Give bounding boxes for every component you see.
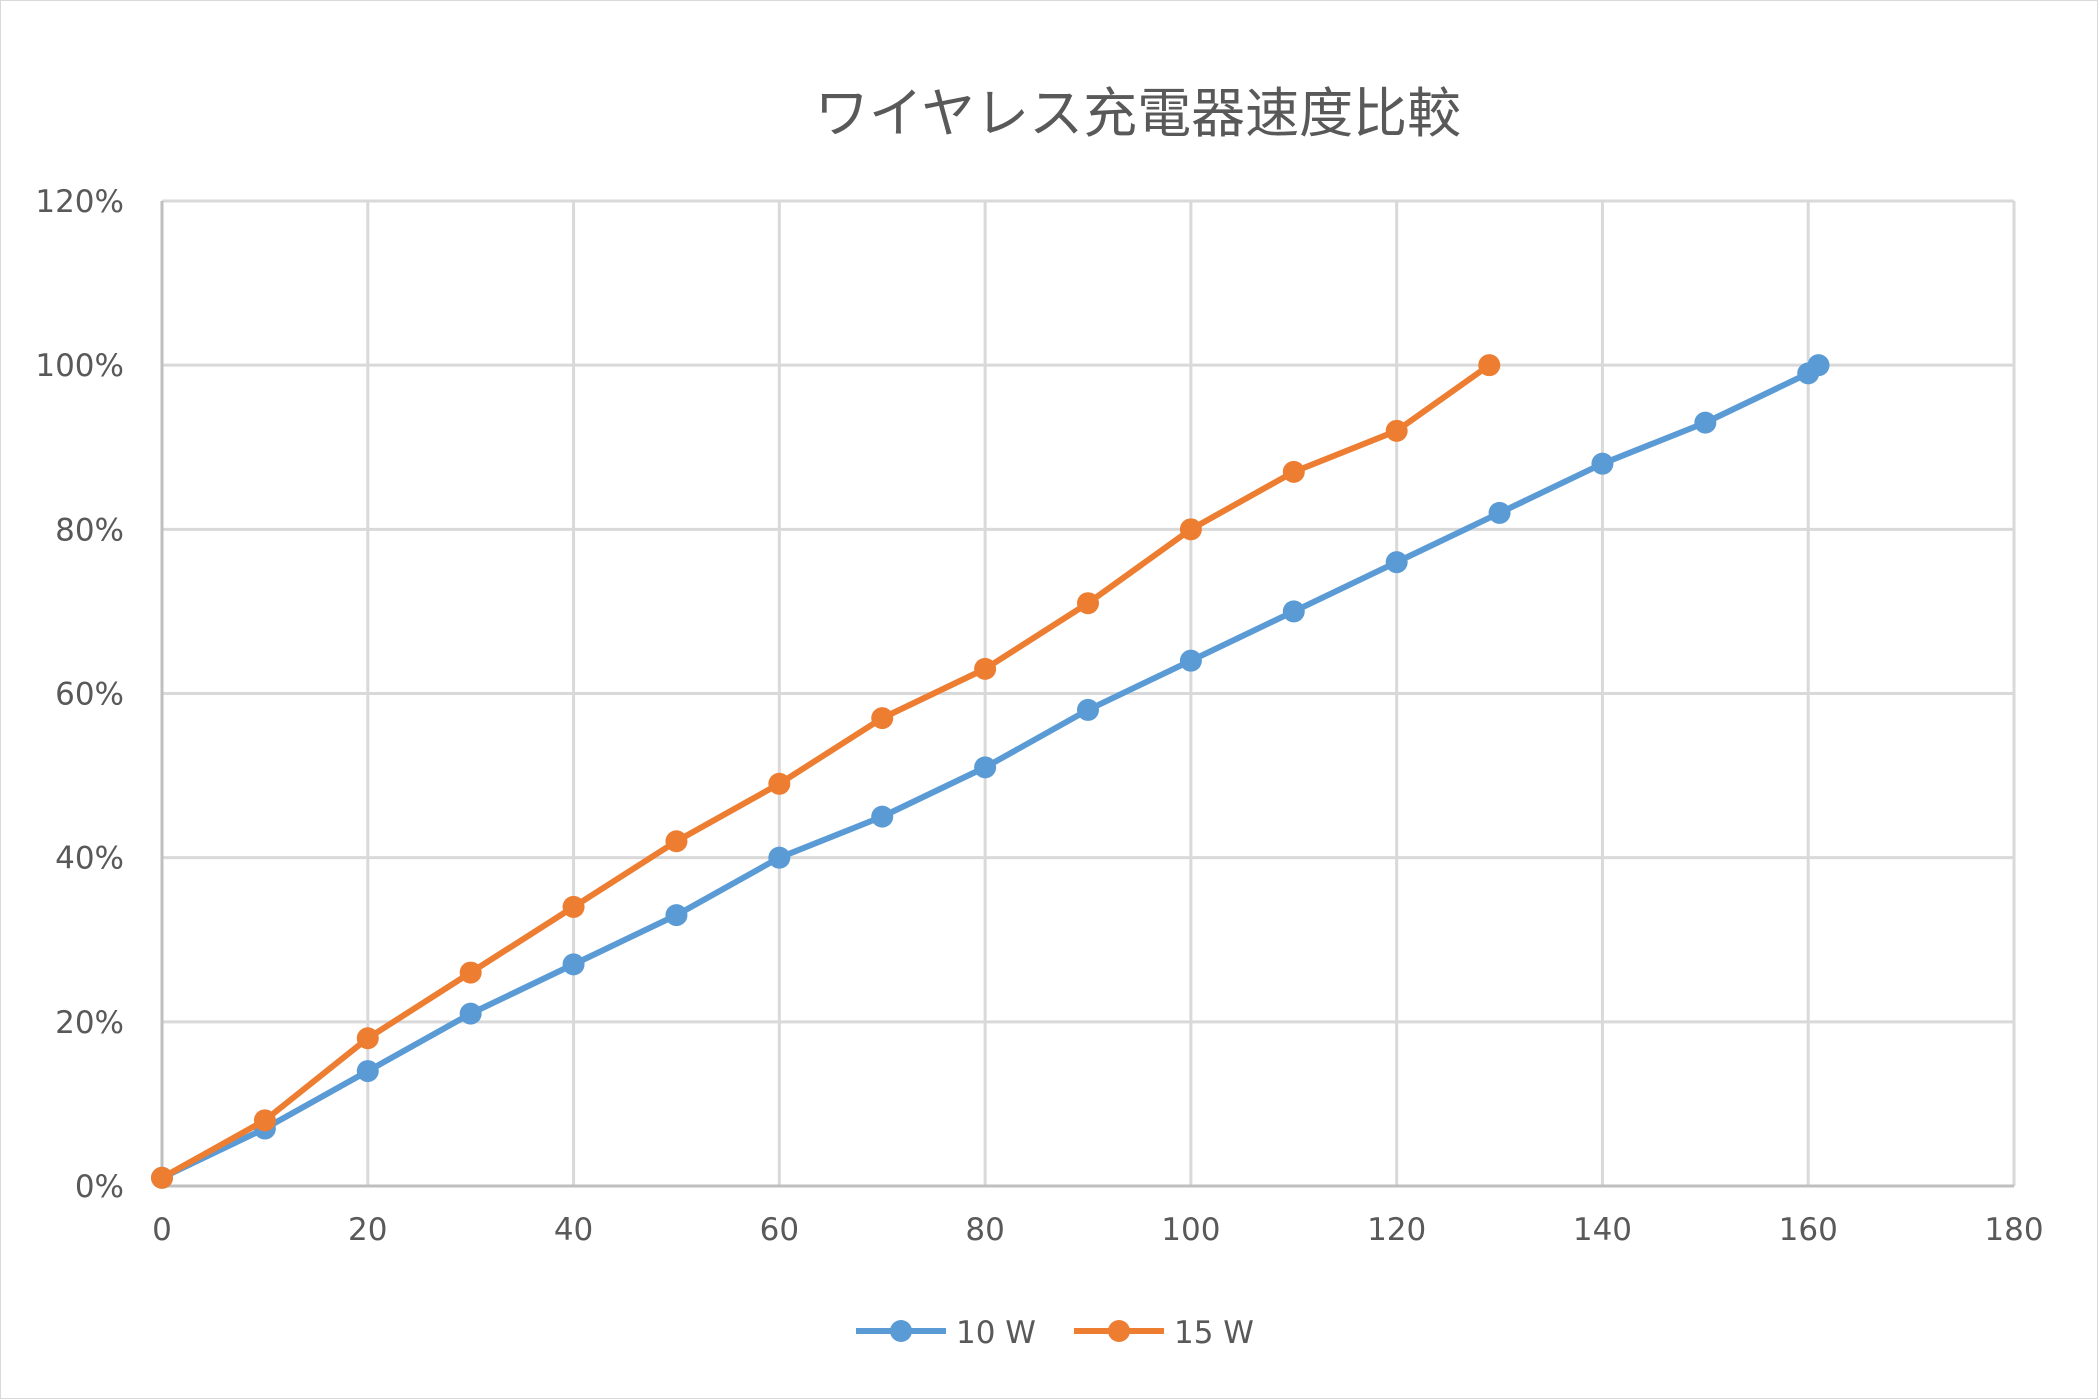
x-tick-label: 120 bbox=[1367, 1212, 1426, 1248]
chart-title: ワイヤレス充電器速度比較 bbox=[815, 82, 1461, 145]
data-point bbox=[1807, 354, 1830, 377]
x-tick-label: 40 bbox=[554, 1212, 593, 1248]
x-tick-label: 140 bbox=[1573, 1212, 1632, 1248]
y-tick-label: 100% bbox=[35, 348, 124, 384]
data-point bbox=[1077, 698, 1099, 721]
data-point bbox=[1282, 600, 1305, 623]
data-point bbox=[974, 756, 997, 779]
data-point bbox=[253, 1109, 276, 1132]
series-line-1 bbox=[160, 362, 1492, 1181]
data-point bbox=[871, 805, 894, 828]
data-point bbox=[356, 1027, 379, 1050]
data-point bbox=[871, 707, 894, 730]
y-tick-label: 80% bbox=[55, 512, 124, 548]
data-point bbox=[1179, 518, 1202, 541]
x-tick-label: 180 bbox=[1984, 1212, 2043, 1248]
data-point bbox=[974, 657, 997, 680]
data-point bbox=[562, 895, 585, 918]
x-tick-label: 80 bbox=[965, 1212, 1004, 1248]
data-point bbox=[151, 1166, 173, 1189]
x-tick-label: 60 bbox=[760, 1212, 799, 1248]
data-point bbox=[1488, 501, 1511, 524]
y-tick-label: 0% bbox=[75, 1169, 124, 1205]
series-line-0 bbox=[160, 362, 1821, 1181]
y-tick-label: 20% bbox=[55, 1005, 124, 1041]
y-tick-label: 40% bbox=[55, 841, 124, 877]
x-tick-label: 160 bbox=[1779, 1212, 1838, 1248]
data-point bbox=[1591, 452, 1614, 475]
data-point bbox=[1694, 411, 1717, 434]
x-tick-label: 100 bbox=[1161, 1212, 1220, 1248]
data-point bbox=[562, 953, 585, 976]
data-point bbox=[1385, 551, 1408, 574]
legend-marker bbox=[1108, 1320, 1130, 1342]
legend-marker bbox=[890, 1320, 912, 1342]
y-tick-label: 60% bbox=[55, 677, 124, 713]
y-tick-label: 120% bbox=[35, 184, 124, 220]
data-point bbox=[768, 846, 791, 869]
legend-label: 10 W bbox=[956, 1315, 1036, 1351]
data-point bbox=[665, 904, 688, 927]
data-point bbox=[459, 1002, 482, 1025]
data-point bbox=[665, 830, 688, 853]
data-point bbox=[1179, 649, 1202, 672]
data-point bbox=[1077, 592, 1099, 615]
data-point bbox=[768, 772, 791, 795]
x-tick-label: 20 bbox=[348, 1212, 387, 1248]
data-point bbox=[1282, 460, 1305, 483]
data-point bbox=[1478, 354, 1501, 377]
legend-label: 15 W bbox=[1174, 1315, 1254, 1351]
x-tick-label: 0 bbox=[152, 1212, 172, 1248]
data-point bbox=[1385, 419, 1408, 442]
data-point bbox=[459, 961, 482, 984]
data-point bbox=[356, 1060, 379, 1083]
